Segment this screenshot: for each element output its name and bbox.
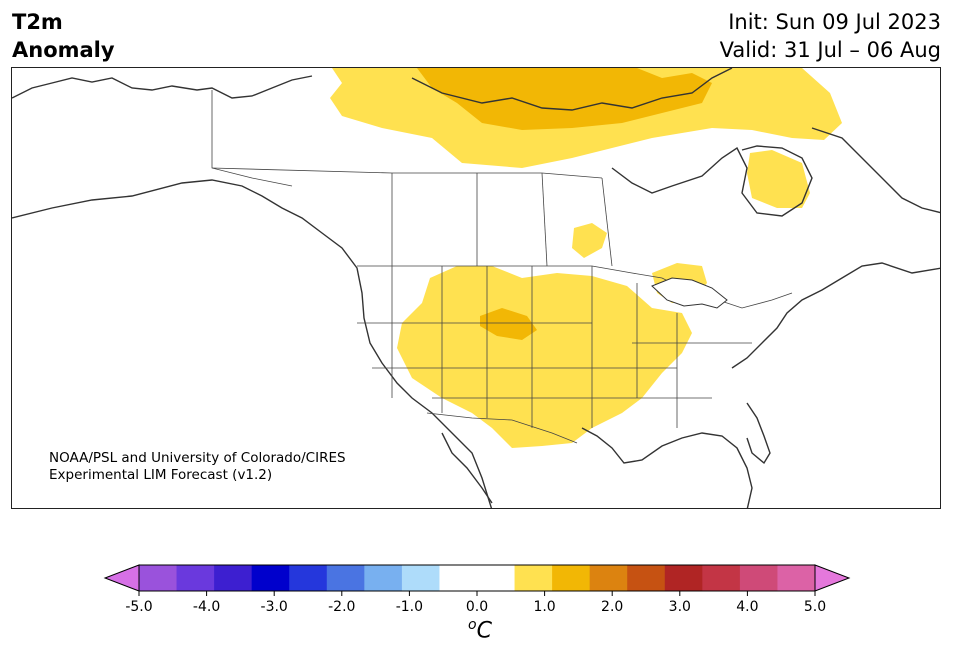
valid-range: Valid: 31 Jul – 06 Aug bbox=[719, 38, 941, 62]
variable-name: T2m bbox=[12, 10, 63, 34]
colorbar-swatch bbox=[139, 565, 178, 591]
colorbar-swatch bbox=[552, 565, 591, 591]
colorbar-swatch bbox=[364, 565, 403, 591]
colorbar-tick-label: -2.0 bbox=[328, 599, 356, 615]
anomaly-medium-regions bbox=[417, 68, 712, 340]
colorbar-tick-label: 0.0 bbox=[465, 599, 489, 615]
border-prov-4 bbox=[601, 177, 613, 267]
colorbar-tick-label: -3.0 bbox=[260, 599, 288, 615]
colorbar-tick-label: -1.0 bbox=[395, 599, 424, 615]
anomaly-region-prairie bbox=[572, 223, 607, 258]
chart-title: T2m Anomaly bbox=[12, 8, 115, 64]
init-date: Init: Sun 09 Jul 2023 bbox=[728, 10, 941, 34]
colorbar-swatch bbox=[289, 565, 328, 591]
coast-baja bbox=[441, 432, 493, 504]
colorbar-swatch bbox=[176, 565, 215, 591]
variable-subtitle: Anomaly bbox=[12, 38, 115, 62]
colorbar-swatch bbox=[326, 565, 365, 591]
colorbar-swatch bbox=[514, 565, 553, 591]
colorbar-swatch bbox=[739, 565, 778, 591]
great-lakes bbox=[651, 277, 728, 309]
border-nwt bbox=[211, 167, 603, 179]
unit-celsius: C bbox=[476, 618, 492, 644]
anomaly-region-hudson bbox=[747, 150, 810, 208]
colorbar-tick-label: 1.0 bbox=[533, 599, 556, 615]
anomaly-region-central-us bbox=[397, 266, 692, 448]
colorbar-swatch bbox=[702, 565, 741, 591]
colorbar-swatch bbox=[777, 565, 816, 591]
coast-hudson-bay bbox=[611, 145, 813, 217]
border-prov-3 bbox=[541, 172, 548, 267]
credit-line1: NOAA/PSL and University of Colorado/CIRE… bbox=[49, 450, 346, 466]
credit-text: NOAA/PSL and University of Colorado/CIRE… bbox=[49, 450, 346, 484]
colorbar-unit: oC bbox=[460, 617, 500, 643]
border-us-mexico bbox=[426, 412, 578, 444]
anomaly-map bbox=[11, 67, 941, 509]
colorbar-swatch bbox=[589, 565, 628, 591]
colorbar-extend-high bbox=[814, 564, 851, 592]
coast-gulf bbox=[581, 427, 753, 508]
colorbar-swatch bbox=[627, 565, 666, 591]
anomaly-region-colorado bbox=[480, 308, 537, 340]
credit-line2: Experimental LIM Forecast (v1.2) bbox=[49, 467, 273, 483]
colorbar-swatch bbox=[477, 565, 516, 591]
colorbar-swatch bbox=[214, 565, 253, 591]
colorbar-tick-label: 4.0 bbox=[736, 599, 759, 615]
colorbar-tick-label: 5.0 bbox=[803, 599, 827, 615]
lakes bbox=[651, 277, 728, 309]
map-svg bbox=[12, 68, 940, 508]
colorbar: -5.0 -4.0 -3.0 -2.0 -1.0 0.0 1.0 2.0 3.0 4.0 5.0 o… bbox=[0, 555, 953, 659]
colorbar-swatch bbox=[439, 565, 478, 591]
colorbar-swatch bbox=[251, 565, 290, 591]
coast-labrador bbox=[811, 127, 940, 214]
colorbar-tick-label: 3.0 bbox=[668, 599, 691, 615]
colorbar-extend-low bbox=[103, 564, 140, 592]
coast-atlantic bbox=[731, 262, 940, 369]
coastlines bbox=[12, 68, 940, 508]
colorbar-swatch bbox=[664, 565, 703, 591]
unit-degree: o bbox=[468, 617, 477, 633]
colorbar-tick-label: -4.0 bbox=[192, 599, 221, 615]
forecast-dates: Init: Sun 09 Jul 2023 Valid: 31 Jul – 06… bbox=[720, 8, 941, 64]
borders bbox=[211, 90, 793, 444]
colorbar-tick-label: -5.0 bbox=[125, 599, 153, 615]
border-alaska bbox=[211, 90, 293, 187]
colorbar-svg bbox=[103, 564, 851, 596]
anomaly-region-arctic-core bbox=[417, 68, 712, 130]
colorbar-tick-label: 2.0 bbox=[601, 599, 624, 615]
coast-florida bbox=[746, 402, 771, 465]
colorbar-swatch bbox=[401, 565, 440, 591]
coast-arctic-islands bbox=[411, 68, 733, 111]
coast-alaska bbox=[12, 75, 313, 99]
coast-pacific-nw bbox=[12, 179, 493, 508]
border-us-canada bbox=[357, 265, 793, 309]
